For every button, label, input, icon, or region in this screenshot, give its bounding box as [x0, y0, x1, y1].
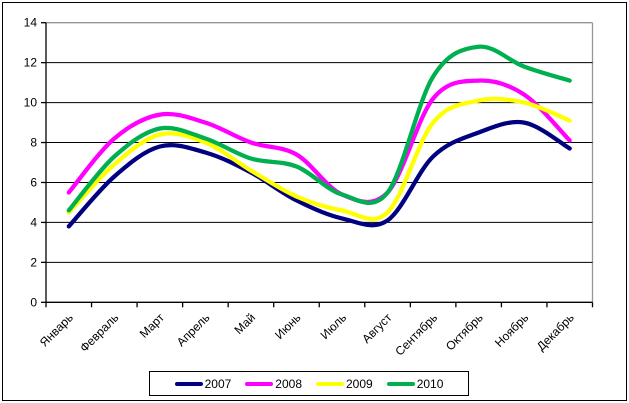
legend-item-2008: 2008	[245, 378, 302, 390]
legend-label: 2008	[275, 376, 302, 391]
y-tick-label: 0	[30, 295, 37, 309]
x-category-label: Май	[232, 311, 259, 338]
y-tick-label: 2	[30, 255, 37, 269]
y-tick-label: 10	[24, 96, 38, 110]
x-category-label: Апрель	[174, 311, 213, 350]
x-category-label: Декабрь	[534, 311, 577, 354]
legend-swatch-2008-line-icon	[245, 381, 274, 386]
y-tick-label: 14	[24, 16, 38, 30]
legend-swatch-2009-line-icon	[316, 381, 344, 386]
x-category-label: Июль	[318, 311, 350, 343]
series-line-2009	[66, 96, 572, 222]
legend-item-2007: 2007	[174, 376, 232, 391]
legend-swatch-2010-line-icon	[386, 381, 415, 386]
y-tick-label: 8	[30, 136, 37, 150]
x-category-label: Февраль	[77, 311, 121, 355]
x-category-label: Август	[359, 310, 395, 346]
x-category-label: Январь	[37, 311, 76, 350]
series-line-2008	[66, 78, 572, 204]
legend-label: 2010	[416, 376, 444, 391]
legend: 2007 2008 2009 2010	[149, 371, 469, 396]
legend-swatch-2007-line-icon	[174, 381, 203, 386]
legend-item-2009: 2009	[316, 378, 373, 390]
y-tick-label: 4	[30, 215, 37, 229]
legend-label: 2007	[204, 376, 232, 391]
x-category-label: Март	[137, 310, 168, 341]
legend-item-2010: 2010	[386, 376, 444, 391]
x-category-label: Октябрь	[443, 311, 486, 354]
series-line-2010	[66, 44, 572, 213]
series-line-2007	[66, 119, 572, 229]
x-category-label: Ноябрь	[492, 311, 531, 350]
legend-label: 2009	[346, 376, 373, 391]
line-chart-plot: 0 2 4 6 8 10 12 14 Январь Февраль Март Апрель Май Июн…	[24, 16, 594, 359]
x-category-label: Июнь	[272, 311, 303, 342]
y-tick-label: 6	[30, 175, 37, 189]
y-tick-label: 12	[24, 56, 38, 70]
x-category-label: Сентябрь	[392, 311, 440, 359]
